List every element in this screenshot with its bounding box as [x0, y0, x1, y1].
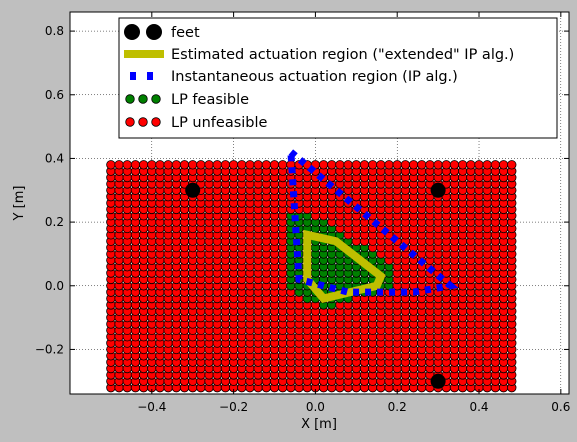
x-tick-label: 0.0	[306, 400, 325, 414]
y-tick-label: 0.2	[45, 215, 64, 229]
lp-unfeasible-point	[400, 160, 411, 170]
legend-label-unfeasible: LP unfeasible	[171, 115, 268, 131]
y-tick-label: 0.4	[45, 151, 64, 165]
lp-unfeasible-point	[212, 160, 222, 170]
lp-unfeasible-point	[147, 160, 157, 170]
legend-feet-marker	[146, 24, 162, 40]
legend-label-estimated: Estimated actuation region ("extended" I…	[171, 47, 514, 63]
legend-label-feasible: LP feasible	[171, 92, 249, 108]
x-tick-label: 0.4	[469, 400, 488, 414]
lp-unfeasible-point	[171, 160, 182, 170]
lp-unfeasible-point	[425, 160, 435, 170]
lp-unfeasible-point	[155, 160, 165, 170]
legend-feasible-marker	[138, 94, 148, 104]
x-tick-label: 0.6	[551, 400, 570, 414]
instantaneous-actuation-region	[286, 144, 459, 296]
legend-unfeasible-marker	[151, 117, 161, 127]
legend: feet Estimated actuation region ("extende…	[118, 17, 558, 139]
lp-unfeasible-point	[359, 160, 370, 170]
lp-unfeasible-point	[490, 160, 501, 170]
lp-unfeasible-point	[384, 160, 394, 170]
legend-label-feet: feet	[171, 25, 200, 41]
lp-unfeasible-point	[498, 160, 509, 170]
legend-feasible-marker	[151, 94, 161, 104]
lp-unfeasible-point	[237, 160, 247, 170]
y-tick-label: 0.6	[45, 88, 64, 102]
lp-unfeasible-point	[318, 160, 329, 170]
lp-unfeasible-point	[507, 160, 517, 170]
lp-unfeasible-point	[228, 160, 239, 170]
axis-ticks: −0.4 −0.2 0.0 0.2 0.4 0.6 −0.2 0.0 0.2 0.4 0.6 0.8	[35, 12, 570, 414]
lp-unfeasible-point	[245, 160, 255, 170]
lp-unfeasible-point	[367, 160, 378, 170]
legend-feet-marker	[124, 24, 140, 40]
lp-unfeasible-point	[482, 160, 492, 170]
y-tick-label: 0.0	[45, 279, 64, 293]
x-axis-label: X [m]	[301, 417, 337, 432]
foot-marker	[185, 182, 201, 198]
lp-unfeasible-point	[474, 160, 484, 170]
lp-unfeasible-point	[138, 160, 149, 170]
lp-unfeasible-point	[433, 160, 443, 170]
lp-unfeasible-point	[392, 160, 402, 170]
lp-unfeasible-point	[441, 160, 451, 170]
lp-unfeasible-point	[196, 160, 206, 170]
y-tick-label: 0.8	[45, 24, 64, 38]
plot-frame	[69, 11, 570, 395]
y-axis-label: Y [m]	[12, 186, 27, 222]
legend-feasible-marker	[125, 94, 135, 104]
lp-unfeasible-point	[327, 160, 337, 170]
legend-frame	[118, 17, 558, 139]
foot-marker	[430, 373, 446, 389]
lp-unfeasible-point	[122, 160, 132, 170]
lp-unfeasible-point	[188, 160, 198, 170]
x-tick-label: −0.2	[219, 400, 248, 414]
lp-unfeasible-point	[220, 160, 231, 170]
lp-unfeasible-point	[269, 160, 280, 170]
lp-unfeasible-point	[351, 160, 362, 170]
y-tick-label: −0.2	[35, 342, 64, 356]
lp-unfeasible-point	[261, 160, 272, 170]
lp-unfeasible-point	[130, 160, 141, 170]
legend-label-instantaneous: Instantaneous actuation region (IP alg.)	[171, 69, 458, 85]
lp-unfeasible-point	[335, 160, 345, 170]
lp-unfeasible-point	[449, 160, 460, 170]
lp-unfeasible-point	[376, 160, 386, 170]
lp-unfeasible-point	[417, 160, 427, 170]
lp-unfeasible-point	[253, 160, 263, 170]
data-layer	[106, 144, 517, 393]
lp-unfeasible-point	[106, 160, 116, 170]
lp-unfeasible-point	[457, 160, 468, 170]
lp-unfeasible-point	[179, 160, 190, 170]
foot-marker	[430, 182, 446, 198]
legend-unfeasible-marker	[138, 117, 148, 127]
lp-unfeasible-point	[163, 160, 173, 170]
lp-unfeasible-point	[277, 160, 288, 170]
lp-unfeasible-point	[114, 160, 124, 170]
x-tick-label: −0.4	[137, 400, 166, 414]
x-tick-label: 0.2	[388, 400, 407, 414]
lp-unfeasible-point	[408, 160, 419, 170]
lp-unfeasible-point	[204, 160, 214, 170]
lp-unfeasible-point	[343, 160, 353, 170]
legend-unfeasible-marker	[125, 117, 135, 127]
lp-unfeasible-point	[466, 160, 476, 170]
